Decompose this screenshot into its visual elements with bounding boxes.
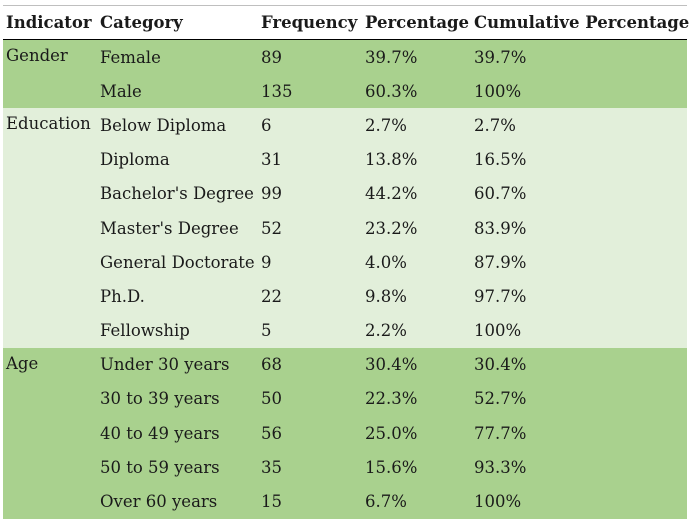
percentage-cell: 6.7% — [362, 484, 471, 519]
frequency-cell: 50 — [258, 381, 362, 417]
table-row: Diploma 31 13.8% 16.5% — [3, 142, 687, 177]
percentage-cell: 23.2% — [362, 210, 471, 246]
frequency-cell: 135 — [258, 74, 362, 109]
cumulative-percentage-cell: 77.7% — [471, 416, 687, 451]
table-row: General Doctorate 9 4.0% 87.9% — [3, 245, 687, 280]
cumulative-percentage-cell: 97.7% — [471, 279, 687, 314]
percentage-cell: 2.7% — [362, 108, 471, 143]
percentage-cell: 15.6% — [362, 450, 471, 485]
table-row: Education Below Diploma 6 2.7% 2.7% — [3, 108, 687, 348]
header-indicator: Indicator — [3, 5, 97, 40]
percentage-cell: 30.4% — [362, 347, 471, 382]
category-cell: Below Diploma — [97, 108, 258, 143]
frequency-cell: 15 — [258, 484, 362, 519]
frequency-cell: 56 — [258, 416, 362, 451]
cumulative-percentage-cell: 100% — [471, 313, 687, 348]
cumulative-percentage-cell: 52.7% — [471, 381, 687, 417]
frequency-cell: 6 — [258, 108, 362, 143]
frequency-cell: 52 — [258, 210, 362, 246]
cumulative-percentage-cell: 39.7% — [471, 39, 687, 75]
demographics-table: Indicator Category Frequency Percentage … — [3, 5, 689, 519]
table-row: Master's Degree 52 23.2% 83.9% — [3, 210, 687, 246]
category-cell: 50 to 59 years — [97, 450, 258, 485]
table-row: 30 to 39 years 50 22.3% 52.7% — [3, 381, 687, 417]
table-row: Male 135 60.3% 100% — [3, 74, 687, 109]
frequency-cell: 68 — [258, 347, 362, 382]
category-cell: 30 to 39 years — [97, 381, 258, 417]
cumulative-percentage-cell: 83.9% — [471, 210, 687, 246]
percentage-cell: 39.7% — [362, 39, 471, 75]
category-cell: Male — [97, 74, 258, 109]
category-cell: 40 to 49 years — [97, 416, 258, 451]
category-cell: Bachelor's Degree — [97, 176, 258, 211]
percentage-cell: 25.0% — [362, 416, 471, 451]
category-cell: Diploma — [97, 142, 258, 177]
frequency-cell: 35 — [258, 450, 362, 485]
cumulative-percentage-cell: 2.7% — [471, 108, 687, 143]
table-row: 40 to 49 years 56 25.0% 77.7% — [3, 416, 687, 451]
header-percentage: Percentage — [362, 5, 471, 40]
table-row: Bachelor's Degree 99 44.2% 60.7% — [3, 176, 687, 211]
table-row: Age Under 30 years 68 30.4% 30.4% — [3, 347, 687, 519]
indicator-cell: Age — [3, 347, 97, 519]
table-row: Gender Female 89 39.7% 39.7% — [3, 39, 687, 109]
cumulative-percentage-cell: 100% — [471, 484, 687, 519]
cumulative-percentage-cell: 100% — [471, 74, 687, 109]
indicator-cell: Education — [3, 108, 97, 348]
cumulative-percentage-cell: 87.9% — [471, 245, 687, 280]
category-cell: Female — [97, 39, 258, 75]
table-row: 50 to 59 years 35 15.6% 93.3% — [3, 450, 687, 485]
table-body: Gender Female 89 39.7% 39.7% Male 135 60.3% 100%… — [3, 39, 687, 519]
frequency-cell: 22 — [258, 279, 362, 314]
frequency-cell: 5 — [258, 313, 362, 348]
table-row: Over 60 years 15 6.7% 100% — [3, 484, 687, 519]
percentage-cell: 60.3% — [362, 74, 471, 109]
header-frequency: Frequency — [258, 5, 362, 40]
cumulative-percentage-cell: 16.5% — [471, 142, 687, 177]
table-header-row: Indicator Category Frequency Percentage … — [3, 5, 689, 40]
category-cell: Ph.D. — [97, 279, 258, 314]
percentage-cell: 9.8% — [362, 279, 471, 314]
frequency-cell: 99 — [258, 176, 362, 211]
demographics-table-container: Indicator Category Frequency Percentage … — [3, 5, 689, 519]
percentage-cell: 2.2% — [362, 313, 471, 348]
category-cell: General Doctorate — [97, 245, 258, 280]
category-cell: Fellowship — [97, 313, 258, 348]
frequency-cell: 89 — [258, 39, 362, 75]
percentage-cell: 13.8% — [362, 142, 471, 177]
frequency-cell: 31 — [258, 142, 362, 177]
table-row: Fellowship 5 2.2% 100% — [3, 313, 687, 348]
header-cumulative-percentage: Cumulative Percentage — [471, 5, 689, 40]
cumulative-percentage-cell: 30.4% — [471, 347, 687, 382]
table-row: Ph.D. 22 9.8% 97.7% — [3, 279, 687, 314]
cumulative-percentage-cell: 60.7% — [471, 176, 687, 211]
frequency-cell: 9 — [258, 245, 362, 280]
percentage-cell: 22.3% — [362, 381, 471, 417]
category-cell: Master's Degree — [97, 210, 258, 246]
cumulative-percentage-cell: 93.3% — [471, 450, 687, 485]
percentage-cell: 4.0% — [362, 245, 471, 280]
category-cell: Under 30 years — [97, 347, 258, 382]
category-cell: Over 60 years — [97, 484, 258, 519]
header-category: Category — [97, 5, 258, 40]
percentage-cell: 44.2% — [362, 176, 471, 211]
indicator-cell: Gender — [3, 39, 97, 109]
